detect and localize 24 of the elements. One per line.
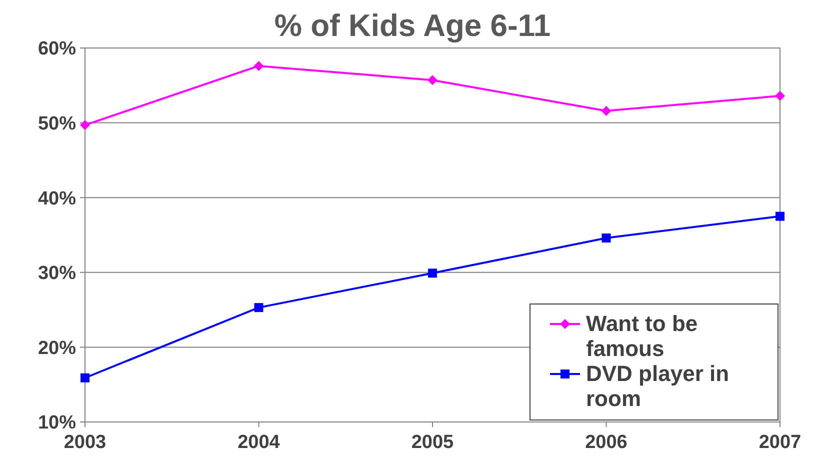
y-tick-label: 60% <box>38 38 76 60</box>
chart-title: % of Kids Age 6-11 <box>274 8 551 43</box>
y-tick-label: 40% <box>38 188 76 210</box>
point <box>775 90 785 101</box>
x-tick-label: 2005 <box>411 432 454 453</box>
point <box>602 233 611 242</box>
y-tick-label: 50% <box>38 113 76 134</box>
x-tick-label: 2006 <box>585 432 628 453</box>
x-tick-label: 2007 <box>758 432 802 453</box>
point <box>601 106 612 116</box>
legend-label: DVD player in room <box>586 361 730 411</box>
point <box>428 268 437 278</box>
y-tick-label: 20% <box>38 338 76 359</box>
y-tick-label: 10% <box>38 412 76 434</box>
legend-label: Want to be famous <box>586 311 698 361</box>
point <box>80 373 90 382</box>
point <box>428 75 438 86</box>
point <box>254 60 264 71</box>
point <box>80 120 90 130</box>
point <box>776 212 784 221</box>
y-tick-label: 30% <box>38 263 76 284</box>
x-tick-label: 2004 <box>238 432 280 453</box>
point <box>254 303 264 312</box>
x-tick-label: 2003 <box>64 432 106 453</box>
